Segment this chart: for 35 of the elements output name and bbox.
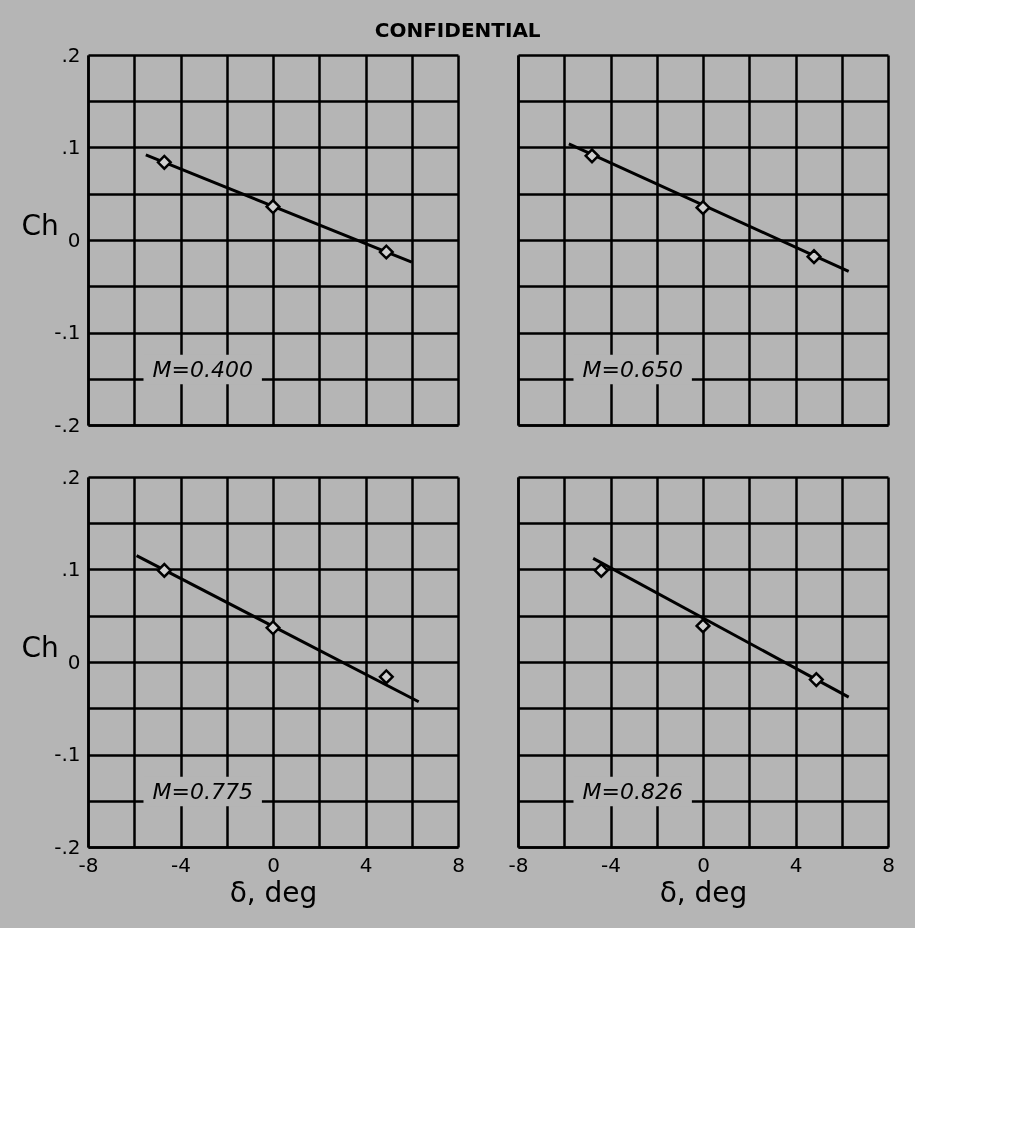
x-tick-label: 4 xyxy=(789,852,803,877)
y-axis-title: Ch xyxy=(21,208,59,242)
y-tick-label: .2 xyxy=(61,42,81,67)
annotation: M=0.775 xyxy=(152,778,253,804)
x-tick-label: 8 xyxy=(452,852,465,877)
y-tick-label: .1 xyxy=(61,135,81,159)
x-tick-label: 8 xyxy=(882,852,895,877)
x-axis-title: δ, deg xyxy=(659,875,748,909)
x-tick-label: 4 xyxy=(359,852,373,877)
y-tick-label: 0 xyxy=(67,649,81,674)
point xyxy=(265,620,281,636)
x-axis-title: δ, deg xyxy=(229,875,318,909)
point xyxy=(156,154,172,170)
y-tick-label: 0 xyxy=(67,227,81,252)
y-axis-title: Ch xyxy=(21,630,59,664)
chart-title: CONFIDENTIAL xyxy=(374,17,541,42)
point xyxy=(378,244,394,260)
annotation: M=0.400 xyxy=(152,356,253,382)
annotation: M=0.826 xyxy=(582,778,683,804)
y-tick-label: .2 xyxy=(61,464,81,489)
x-tick-label: -8 xyxy=(78,852,99,877)
y-tick-label: -.2 xyxy=(54,412,81,437)
point xyxy=(378,669,394,685)
x-tick-label: -8 xyxy=(508,852,529,877)
annotation: M=0.650 xyxy=(582,356,683,382)
y-tick-label: -.2 xyxy=(54,834,81,859)
x-tick-label: -4 xyxy=(601,852,621,877)
point xyxy=(265,199,281,215)
y-tick-label: -.1 xyxy=(54,742,81,766)
x-tick-label: -4 xyxy=(171,852,191,877)
x-tick-label: 0 xyxy=(267,852,280,877)
y-tick-label: .1 xyxy=(61,557,81,581)
x-tick-label: 0 xyxy=(697,852,710,877)
y-tick-label: -.1 xyxy=(54,320,81,344)
point xyxy=(156,562,172,578)
